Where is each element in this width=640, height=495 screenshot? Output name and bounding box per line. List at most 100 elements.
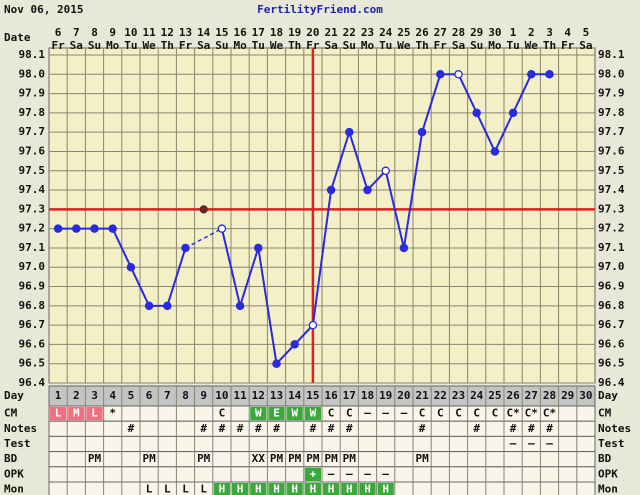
weekday-label: Tu	[252, 39, 265, 52]
cell-highlight	[341, 483, 358, 495]
cycle-day: 26	[506, 389, 520, 402]
date-label: 12	[161, 26, 174, 39]
cell-value: –	[382, 407, 389, 420]
y-tick-label-right: 97.4	[598, 183, 625, 196]
y-tick-label: 96.8	[19, 299, 46, 312]
cycle-day: 13	[270, 389, 283, 402]
temperature-point	[345, 127, 354, 137]
date-label: 30	[488, 26, 501, 39]
cell-value: H	[310, 483, 317, 495]
y-tick-label-right: 97.6	[598, 144, 625, 157]
cell-value: #	[219, 422, 226, 435]
cell-value: PM	[142, 452, 156, 465]
cell-value: H	[291, 483, 298, 495]
y-tick-label-right: 97.8	[598, 106, 625, 119]
cell-value: H	[328, 483, 335, 495]
cell-highlight	[232, 483, 249, 495]
date-label: 20	[306, 26, 319, 39]
row-label-right: Day	[598, 389, 618, 402]
cell-value: C	[419, 407, 426, 420]
date-label: 9	[109, 26, 116, 39]
y-tick-label-right: 97.1	[598, 241, 625, 254]
cell-value: H	[382, 483, 389, 495]
date-label: 29	[470, 26, 483, 39]
weekday-label: Fr	[561, 39, 575, 52]
y-tick-label: 97.5	[19, 164, 46, 177]
temperature-point	[144, 301, 154, 311]
cycle-day: 19	[379, 389, 392, 402]
row-label-right: Test	[598, 437, 625, 450]
cell-value: C	[437, 407, 444, 420]
temperature-point	[399, 243, 409, 253]
cell-highlight	[213, 483, 230, 495]
date-label: 16	[233, 26, 247, 39]
cycle-day: 2	[73, 389, 80, 402]
cycle-day: 15	[306, 389, 319, 402]
cell-value: C*	[525, 407, 538, 420]
weekday-label: We	[525, 39, 539, 52]
cell-value: PM	[197, 452, 211, 465]
cell-value: L	[55, 407, 62, 420]
y-tick-label: 97.9	[19, 87, 46, 100]
date-label: 1	[510, 26, 517, 39]
weekday-label: Su	[215, 39, 228, 52]
date-label: 22	[343, 26, 356, 39]
cell-value: –	[382, 467, 389, 480]
cell-value: C	[328, 407, 335, 420]
y-tick-label: 97.7	[19, 125, 46, 138]
y-tick-label: 96.7	[19, 318, 46, 331]
cell-value: C	[346, 407, 353, 420]
y-tick-label-right: 96.4	[598, 376, 625, 389]
cell-value: H	[255, 483, 262, 495]
temperature-point	[72, 224, 81, 233]
site-name: FertilityFriend.com	[257, 3, 383, 16]
cell-highlight	[304, 467, 321, 481]
weekday-label: Mo	[233, 39, 247, 52]
cell-value: #	[328, 422, 335, 435]
cell-value: H	[273, 483, 280, 495]
cycle-day: 3	[91, 389, 98, 402]
y-tick-label-right: 97.9	[598, 87, 625, 100]
cycle-day: 12	[252, 389, 265, 402]
weekday-label: Fr	[179, 39, 193, 52]
cell-value: H	[219, 483, 226, 495]
y-tick-label-right: 97.3	[598, 202, 625, 215]
row-label: BD	[4, 452, 18, 465]
row-label: Day	[4, 389, 24, 402]
temperature-point	[545, 70, 554, 79]
cell-highlight	[304, 483, 321, 495]
row-label-right: Mon	[598, 483, 618, 495]
cycle-day: 1	[55, 389, 62, 402]
cell-value: –	[401, 407, 408, 420]
cell-value: #	[346, 422, 353, 435]
date-label: 2	[528, 26, 535, 39]
cell-value: #	[237, 422, 244, 435]
cell-value: W	[310, 407, 317, 420]
temperature-point	[527, 70, 536, 79]
row-label-right: Notes	[598, 422, 631, 435]
temperature-point	[181, 243, 190, 253]
temperature-point	[326, 185, 336, 195]
y-tick-label-right: 97.0	[598, 260, 625, 273]
cell-highlight	[304, 407, 321, 421]
date-label: 23	[361, 26, 374, 39]
y-tick-label-right: 98.0	[598, 67, 625, 80]
date-label: 21	[324, 26, 338, 39]
row-label-right: OPK	[598, 467, 618, 480]
cell-value: C*	[543, 407, 556, 420]
cycle-day: 20	[397, 389, 410, 402]
y-tick-label: 97.1	[19, 241, 46, 254]
cell-highlight	[68, 407, 85, 421]
cell-value: PM	[415, 452, 429, 465]
cycle-day: 23	[452, 389, 465, 402]
date-label: 14	[197, 26, 211, 39]
row-label: Test	[4, 437, 31, 450]
weekday-label: Su	[470, 39, 483, 52]
cycle-day: 24	[470, 389, 484, 402]
temperature-point	[235, 301, 245, 311]
temperature-point	[508, 108, 518, 118]
cell-value: L	[146, 483, 153, 495]
cycle-day: 8	[182, 389, 189, 402]
y-tick-label: 97.8	[19, 106, 46, 119]
cell-value: C	[492, 407, 499, 420]
